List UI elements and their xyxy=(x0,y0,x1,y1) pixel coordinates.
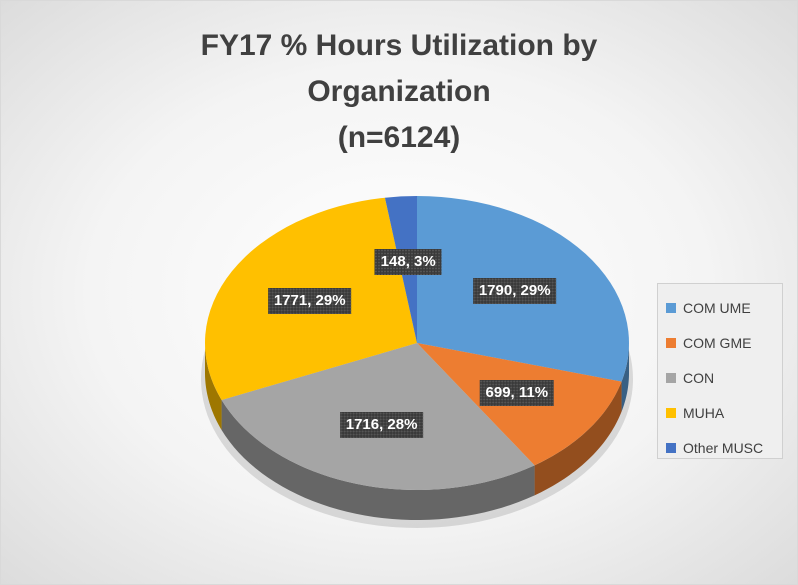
legend-swatch xyxy=(666,337,676,348)
legend-label: COM UME xyxy=(683,299,751,316)
legend-label: Other MUSC xyxy=(683,439,764,456)
pie-side-muha xyxy=(205,343,222,430)
pie-side-com-ume xyxy=(621,343,629,412)
legend-swatch xyxy=(666,302,676,313)
data-label-con: 1716, 28% xyxy=(339,411,424,438)
legend: COM UME COM GME CON MUHA Other MUSC xyxy=(657,283,783,459)
legend-label: MUHA xyxy=(683,404,725,421)
chart-title: FY17 % Hours Utilization by Organization… xyxy=(1,23,797,161)
pie-side-con xyxy=(221,399,535,520)
legend-item-com-ume: COM UME xyxy=(666,290,782,325)
chart-title-line-2: Organization xyxy=(307,75,491,108)
legend-label: CON xyxy=(683,369,715,386)
legend-swatch xyxy=(666,442,676,453)
data-label-muha: 1771, 29% xyxy=(267,288,352,315)
pie-side-com-gme xyxy=(534,381,622,496)
chart-title-line-1: FY17 % Hours Utilization by xyxy=(200,29,598,62)
legend-item-other-musc: Other MUSC xyxy=(666,430,782,465)
legend-item-con: CON xyxy=(666,360,782,395)
chart-title-line-3: (n=6124) xyxy=(337,121,461,154)
data-label-com-gme: 699, 11% xyxy=(479,379,555,406)
legend-item-com-gme: COM GME xyxy=(666,325,782,360)
data-label-other-musc: 148, 3% xyxy=(374,249,442,276)
data-label-com-ume: 1790, 29% xyxy=(472,278,557,305)
legend-swatch xyxy=(666,372,676,383)
legend-label: COM GME xyxy=(683,334,752,351)
legend-swatch xyxy=(666,407,676,418)
legend-item-muha: MUHA xyxy=(666,395,782,430)
